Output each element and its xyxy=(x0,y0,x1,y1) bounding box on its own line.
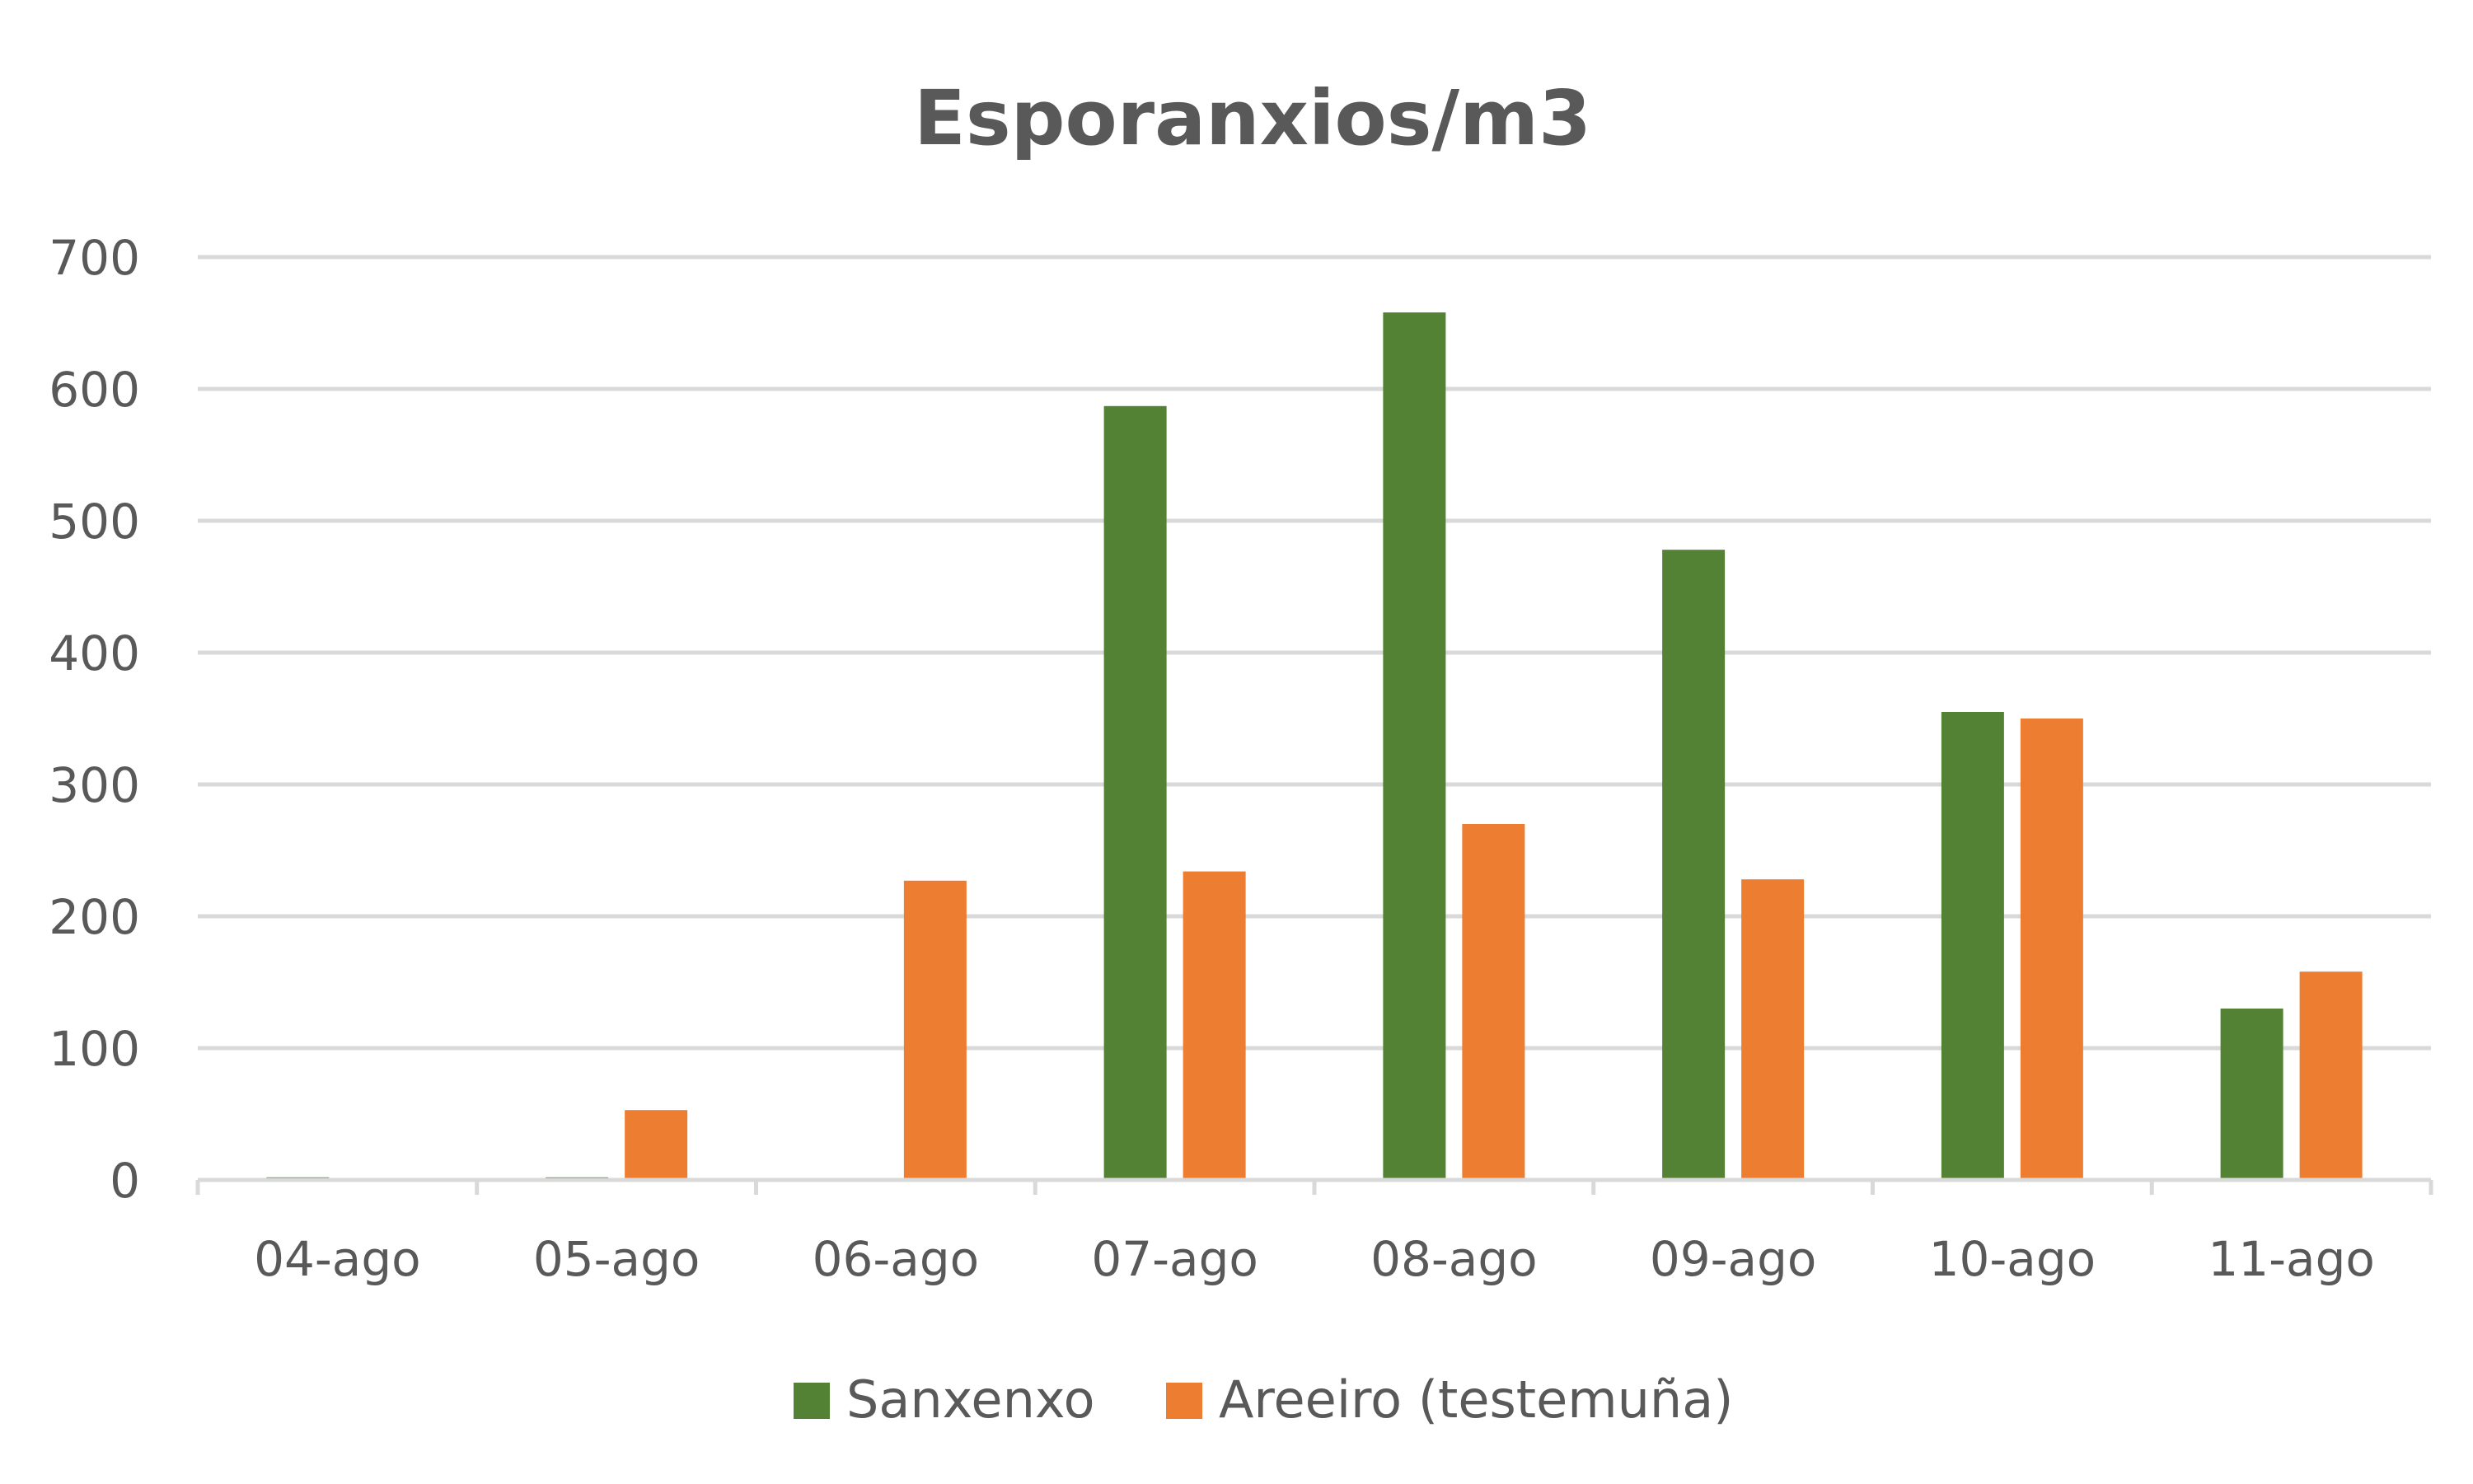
y-tick-label: 700 xyxy=(49,230,140,286)
grid xyxy=(198,255,2431,1051)
y-tick-label: 400 xyxy=(49,625,140,681)
bar xyxy=(1662,550,1726,1180)
y-tick-label: 100 xyxy=(49,1021,140,1077)
y-tick-label: 200 xyxy=(49,889,140,945)
y-tick-label: 600 xyxy=(49,362,140,418)
x-tick-label: 08-ago xyxy=(1370,1231,1538,1287)
bar xyxy=(903,880,967,1180)
legend-swatch xyxy=(1166,1383,1202,1419)
legend-swatch xyxy=(794,1383,830,1419)
axes: 0 100 200 300 400 500 600 700 04-ago 05-ago 06-ago… xyxy=(49,230,2433,1287)
bar xyxy=(1183,871,1246,1180)
legend-label: Areeiro (testemuña) xyxy=(1219,1369,1733,1430)
x-tick-label: 05-ago xyxy=(533,1231,700,1287)
x-tick-label: 07-ago xyxy=(1091,1231,1258,1287)
x-tick-label: 04-ago xyxy=(254,1231,421,1287)
x-tick-label: 10-ago xyxy=(1929,1231,2096,1287)
bars xyxy=(266,312,2363,1181)
x-tick-label: 09-ago xyxy=(1650,1231,1817,1287)
bar xyxy=(2299,971,2363,1180)
legend: Sanxenxo Areeiro (testemuña) xyxy=(794,1369,1733,1430)
y-tick-label: 300 xyxy=(49,757,140,813)
chart-title: Esporanxios/m3 xyxy=(914,74,1591,162)
bar xyxy=(1103,405,1167,1180)
bar xyxy=(1741,879,1805,1180)
bar xyxy=(2020,719,2083,1180)
x-tick-label: 06-ago xyxy=(813,1231,980,1287)
bar xyxy=(625,1110,688,1180)
y-tick-label: 0 xyxy=(110,1153,140,1209)
bar xyxy=(2220,1009,2283,1180)
y-tick-label: 500 xyxy=(49,494,140,550)
x-tick-label: 11-ago xyxy=(2208,1231,2375,1287)
legend-label: Sanxenxo xyxy=(846,1369,1095,1430)
bar xyxy=(1462,824,1525,1180)
bar xyxy=(1941,712,2004,1180)
bar xyxy=(1383,312,1446,1181)
